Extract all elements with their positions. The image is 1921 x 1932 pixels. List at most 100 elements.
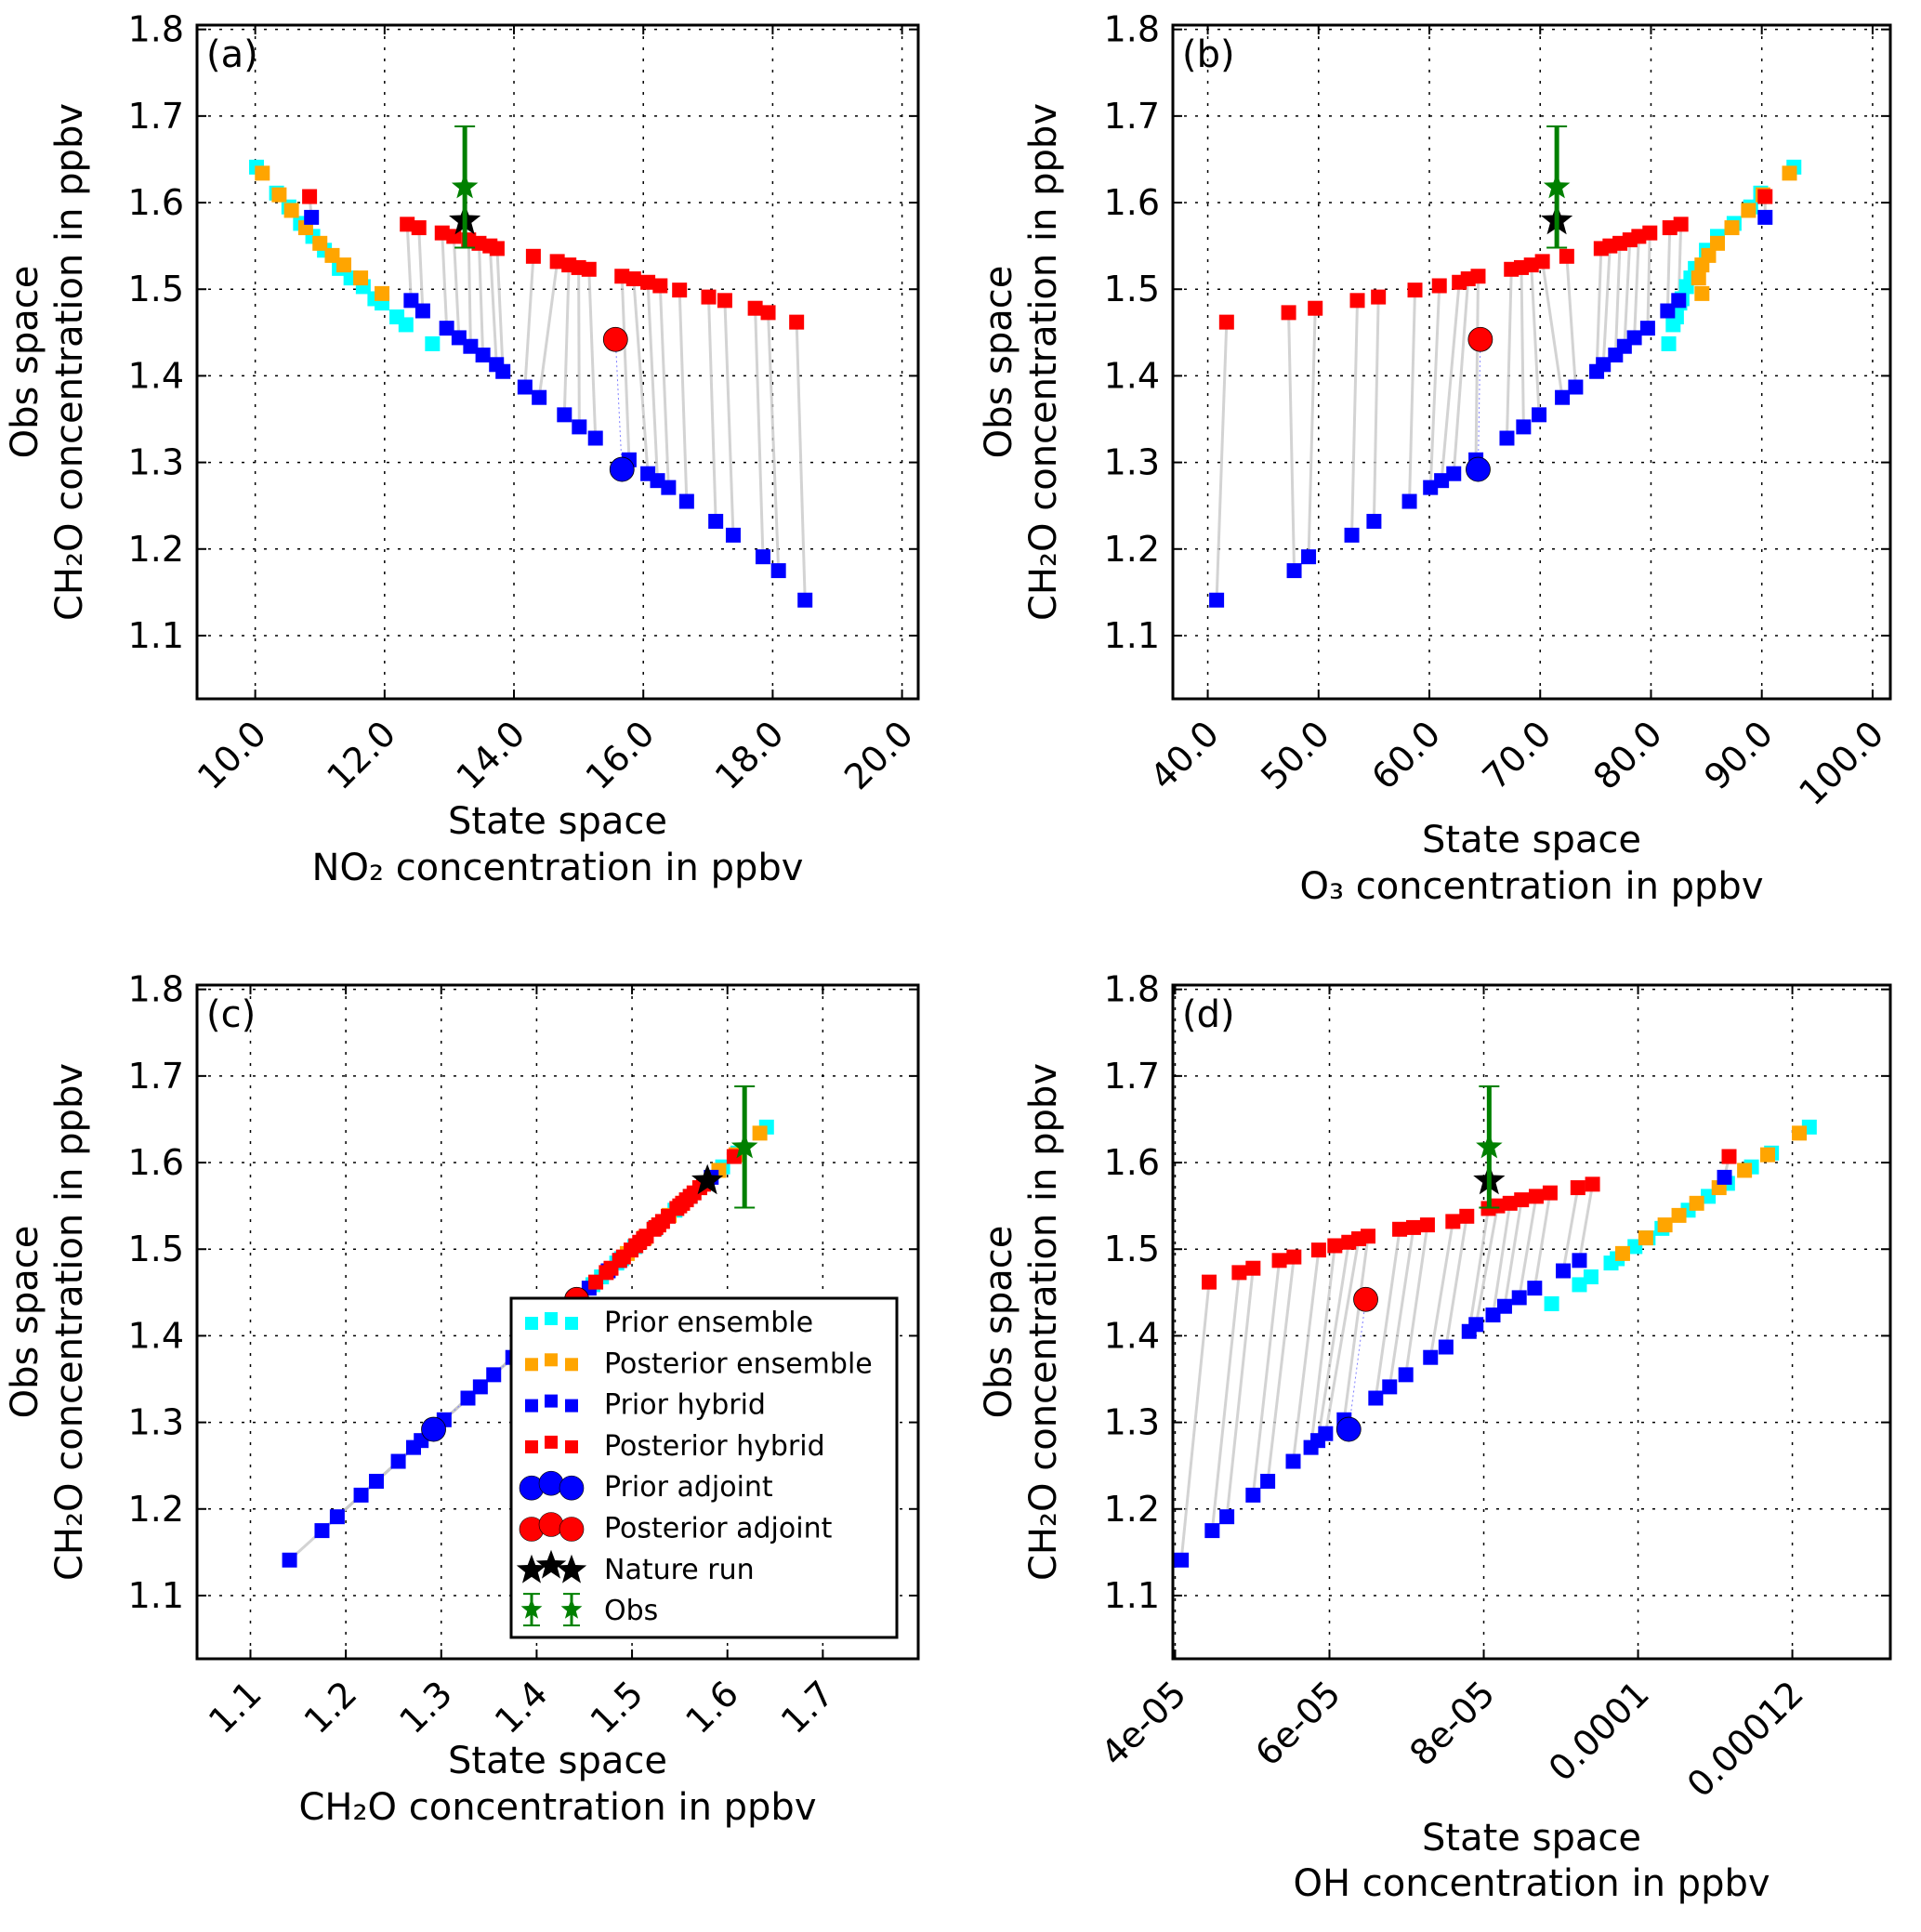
- legend-entry: Prior adjoint: [519, 1470, 773, 1504]
- prior-ensemble-point: [1678, 279, 1694, 295]
- prior-hybrid-point: [1245, 1487, 1261, 1503]
- prior-hybrid-point: [1398, 1367, 1414, 1383]
- posterior-hybrid-point: [1327, 1238, 1343, 1254]
- hybrid-update-connector: [1251, 1260, 1282, 1496]
- posterior-hybrid-point: [652, 278, 668, 294]
- posterior-hybrid-point: [1371, 289, 1387, 305]
- hybrid-update-connector: [1342, 1236, 1370, 1420]
- prior-hybrid-point: [1446, 466, 1462, 481]
- prior-hybrid-point: [1589, 363, 1605, 379]
- prior-hybrid-point: [1301, 549, 1317, 565]
- prior-hybrid-point: [1499, 430, 1515, 446]
- posterior-ensemble-point: [1694, 285, 1710, 301]
- posterior-adjoint-point: [602, 326, 628, 352]
- prior-hybrid-point: [1260, 1473, 1276, 1489]
- posterior-hybrid-point: [672, 283, 688, 298]
- hybrid-update-connector: [1530, 265, 1541, 415]
- posterior-ensemble-point: [375, 285, 390, 301]
- prior-hybrid-point: [1303, 1439, 1319, 1455]
- posterior-ensemble-point: [324, 247, 340, 263]
- hybrid-update-connector: [620, 276, 631, 460]
- y-tick-label: 1.2: [1104, 529, 1160, 570]
- adjoint-update-connector: [1477, 339, 1481, 470]
- prior-hybrid-point: [451, 330, 467, 346]
- plot-area: [249, 125, 813, 608]
- hybrid-update-connector: [1520, 267, 1525, 427]
- posterior-hybrid-point: [1419, 1217, 1435, 1233]
- hybrid-update-connector: [417, 227, 425, 311]
- legend-marker: [535, 1549, 567, 1579]
- posterior-hybrid-point: [1431, 278, 1447, 294]
- hybrid-update-connector: [1388, 1227, 1415, 1387]
- hybrid-update-connector: [1440, 282, 1461, 481]
- posterior-hybrid-point: [1405, 1219, 1421, 1235]
- hybrid-update-connector: [1492, 1203, 1512, 1316]
- y-tick-label: 1.4: [128, 355, 184, 396]
- posterior-ensemble-point: [1741, 203, 1757, 218]
- panel-b: 40.0 50.0 60.0 70.0 80.0 90.0 100.0 1.1 1.2 1.3 1.…: [978, 9, 1892, 908]
- posterior-hybrid-point: [1281, 305, 1296, 321]
- legend-marker: [538, 1512, 564, 1537]
- y-tick-label: 1.6: [1104, 182, 1160, 223]
- x-tick-label: 1.7: [773, 1673, 842, 1741]
- posterior-ensemble-point: [271, 187, 287, 203]
- posterior-hybrid-point: [1341, 1234, 1357, 1250]
- posterior-ensemble-point: [1671, 1207, 1687, 1223]
- legend-entry: Prior hybrid: [525, 1389, 766, 1422]
- plot-area: [1209, 125, 1802, 608]
- legend-marker: [565, 1317, 578, 1330]
- posterior-hybrid-point: [1231, 1265, 1247, 1281]
- legend-label: Posterior hybrid: [604, 1430, 825, 1463]
- prior-hybrid-point: [1572, 1253, 1587, 1268]
- y-tick-label: 1.1: [1104, 1575, 1160, 1616]
- posterior-hybrid-point: [1202, 1274, 1217, 1290]
- prior-hybrid-point: [1568, 379, 1584, 395]
- prior-hybrid-point: [1555, 389, 1571, 405]
- y-tick-label: 1.2: [1104, 1489, 1160, 1530]
- prior-hybrid-point: [282, 1552, 297, 1568]
- y-tick-label: 1.6: [128, 1142, 184, 1183]
- legend-marker: [565, 1439, 578, 1453]
- prior-hybrid-point: [460, 1390, 476, 1406]
- y-tick-label: 1.5: [128, 1229, 184, 1269]
- posterior-hybrid-point: [1593, 241, 1609, 256]
- hybrid-update-connector: [1292, 1249, 1321, 1462]
- hybrid-update-connector: [1665, 228, 1672, 311]
- prior-hybrid-point: [1423, 1349, 1439, 1365]
- posterior-hybrid-point: [760, 305, 776, 321]
- x-tick-label: 50.0: [1253, 713, 1337, 797]
- x-tick-label: 100.0: [1791, 713, 1891, 813]
- y-tick-label: 1.2: [128, 1489, 184, 1530]
- legend: Prior ensemble Posterior ensemble Prior hy…: [509, 1296, 899, 1639]
- prior-hybrid-point: [1401, 493, 1417, 509]
- x-tick-label: 18.0: [707, 713, 792, 797]
- prior-hybrid-point: [770, 563, 786, 579]
- posterior-ensemble-point: [1792, 1125, 1808, 1141]
- y-tick-label: 1.7: [128, 1056, 184, 1097]
- posterior-hybrid-point: [701, 289, 717, 305]
- hybrid-update-connector: [523, 256, 535, 388]
- posterior-ensemble-point: [1694, 257, 1710, 273]
- prior-hybrid-point: [517, 379, 533, 395]
- hybrid-update-connector: [1428, 285, 1441, 488]
- legend-entry: Prior ensemble: [525, 1307, 813, 1339]
- prior-adjoint-point: [421, 1416, 446, 1442]
- prior-hybrid-point: [1366, 513, 1382, 529]
- hybrid-update-connector: [1518, 1196, 1538, 1298]
- y-tick-label: 1.8: [128, 9, 184, 50]
- legend-marker: [525, 1358, 538, 1372]
- posterior-hybrid-point: [1542, 1185, 1558, 1201]
- x-tick-label: 16.0: [578, 713, 663, 797]
- hybrid-update-connector: [1408, 290, 1417, 502]
- posterior-ensemble-point: [1689, 1195, 1704, 1211]
- legend-marker: [545, 1312, 558, 1325]
- prior-hybrid-point: [1639, 321, 1655, 336]
- y-axis-label-line1: Obs space: [978, 266, 1020, 459]
- hybrid-update-connector: [678, 290, 689, 502]
- legend-marker: [565, 1358, 578, 1372]
- legend-marker: [525, 1399, 538, 1413]
- hybrid-update-connector: [646, 282, 660, 481]
- x-tick-label: 6e-05: [1247, 1673, 1349, 1774]
- posterior-ensemble-point: [1710, 235, 1726, 251]
